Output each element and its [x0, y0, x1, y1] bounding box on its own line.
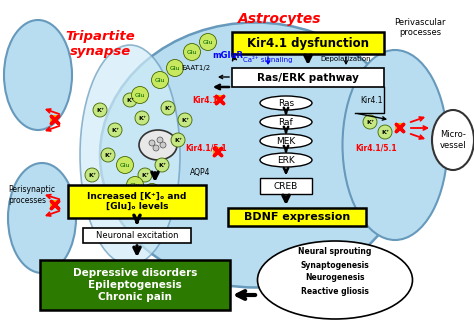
Text: K⁺: K⁺	[174, 137, 182, 142]
Text: Depolarization: Depolarization	[321, 56, 371, 62]
Circle shape	[166, 59, 183, 76]
Text: Glu: Glu	[146, 190, 157, 195]
Bar	[395, 124, 403, 131]
Text: CREB: CREB	[274, 182, 298, 191]
Text: Glu: Glu	[170, 65, 180, 70]
Bar	[213, 147, 221, 155]
Bar	[50, 116, 58, 123]
Bar	[215, 95, 223, 103]
Text: Kir4.1/5.1: Kir4.1/5.1	[355, 143, 397, 152]
Text: K⁺: K⁺	[164, 106, 172, 111]
Circle shape	[153, 145, 159, 151]
Text: K⁺: K⁺	[104, 152, 112, 157]
Circle shape	[117, 156, 134, 174]
Text: Kir4.1: Kir4.1	[192, 96, 218, 105]
Text: Glu: Glu	[187, 49, 197, 54]
Text: Kir4.1/5.1: Kir4.1/5.1	[185, 143, 227, 152]
Circle shape	[378, 125, 392, 139]
Circle shape	[85, 168, 99, 182]
Text: K⁺: K⁺	[141, 173, 149, 178]
Text: mGluR: mGluR	[212, 50, 244, 59]
Circle shape	[178, 113, 192, 127]
Circle shape	[183, 43, 201, 60]
Circle shape	[171, 133, 185, 147]
Text: Increased [K⁺]ₒ and
[Glu]ₒ levels: Increased [K⁺]ₒ and [Glu]ₒ levels	[87, 192, 187, 211]
Text: AQP4: AQP4	[190, 168, 210, 177]
Text: K⁺: K⁺	[96, 108, 104, 113]
Text: Astrocytes: Astrocytes	[238, 12, 322, 26]
Ellipse shape	[8, 163, 76, 273]
Text: Glu: Glu	[135, 93, 146, 98]
Text: Depressive disorders
Epileptogenesis
Chronic pain: Depressive disorders Epileptogenesis Chr…	[73, 268, 197, 301]
Text: ERK: ERK	[277, 155, 295, 164]
Circle shape	[152, 71, 168, 89]
Text: Perivascular
processes: Perivascular processes	[394, 18, 446, 38]
Text: Ras: Ras	[278, 99, 294, 108]
Ellipse shape	[260, 134, 312, 148]
Text: Glu: Glu	[203, 40, 213, 44]
Text: K⁺: K⁺	[88, 173, 96, 178]
Text: Raf: Raf	[279, 118, 293, 126]
Circle shape	[135, 111, 149, 125]
Ellipse shape	[260, 115, 312, 129]
Text: K⁺: K⁺	[366, 120, 374, 124]
Ellipse shape	[432, 110, 474, 170]
Circle shape	[101, 148, 115, 162]
Circle shape	[131, 87, 148, 104]
Text: Ras/ERK pathway: Ras/ERK pathway	[257, 72, 359, 82]
Text: K⁺: K⁺	[181, 118, 189, 123]
Circle shape	[363, 115, 377, 129]
Bar	[232, 68, 384, 87]
Text: BDNF expression: BDNF expression	[244, 212, 350, 222]
Circle shape	[127, 177, 144, 194]
Text: Tripartite
synapse: Tripartite synapse	[65, 30, 135, 58]
Text: EAAT1/2: EAAT1/2	[182, 65, 210, 71]
Ellipse shape	[80, 45, 180, 265]
Ellipse shape	[139, 130, 177, 160]
Text: K⁺: K⁺	[126, 98, 134, 103]
Bar	[228, 208, 366, 226]
Text: Perisynaptic
processes: Perisynaptic processes	[8, 185, 55, 205]
Circle shape	[108, 123, 122, 137]
Text: Ca²⁺ signaling: Ca²⁺ signaling	[243, 55, 293, 62]
Bar	[232, 32, 384, 54]
Text: Neural sprouting: Neural sprouting	[298, 247, 372, 257]
Bar	[260, 178, 312, 194]
Circle shape	[157, 137, 163, 143]
Text: K⁺: K⁺	[138, 116, 146, 121]
Circle shape	[93, 103, 107, 117]
Text: Kir4.1 dysfunction: Kir4.1 dysfunction	[247, 37, 369, 49]
Text: Reactive gliosis: Reactive gliosis	[301, 287, 369, 295]
Text: K⁺: K⁺	[111, 127, 119, 132]
Text: Synaptogenesis: Synaptogenesis	[301, 261, 369, 270]
Circle shape	[144, 184, 161, 201]
Text: Glu: Glu	[155, 77, 165, 82]
Bar	[83, 228, 191, 243]
Text: Glu: Glu	[120, 162, 130, 168]
Ellipse shape	[257, 241, 412, 319]
Ellipse shape	[4, 20, 72, 130]
Ellipse shape	[100, 23, 410, 288]
Text: K⁺: K⁺	[381, 129, 389, 134]
Text: Glu: Glu	[130, 183, 140, 188]
Circle shape	[200, 34, 217, 50]
Text: Neuronal excitation: Neuronal excitation	[96, 231, 178, 240]
Bar	[68, 185, 206, 218]
Text: K⁺: K⁺	[158, 162, 166, 168]
Circle shape	[149, 140, 155, 146]
Text: Micro-
vessel: Micro- vessel	[440, 130, 466, 150]
Circle shape	[160, 142, 166, 148]
Text: Neurogenesis: Neurogenesis	[305, 274, 365, 283]
Ellipse shape	[343, 50, 447, 240]
Ellipse shape	[260, 153, 312, 167]
Circle shape	[123, 93, 137, 107]
Text: Kir4.1: Kir4.1	[360, 96, 383, 105]
Bar	[50, 201, 58, 208]
Text: MEK: MEK	[276, 136, 296, 145]
Bar	[40, 260, 230, 310]
Circle shape	[155, 158, 169, 172]
Ellipse shape	[260, 96, 312, 110]
Circle shape	[161, 101, 175, 115]
Circle shape	[138, 168, 152, 182]
